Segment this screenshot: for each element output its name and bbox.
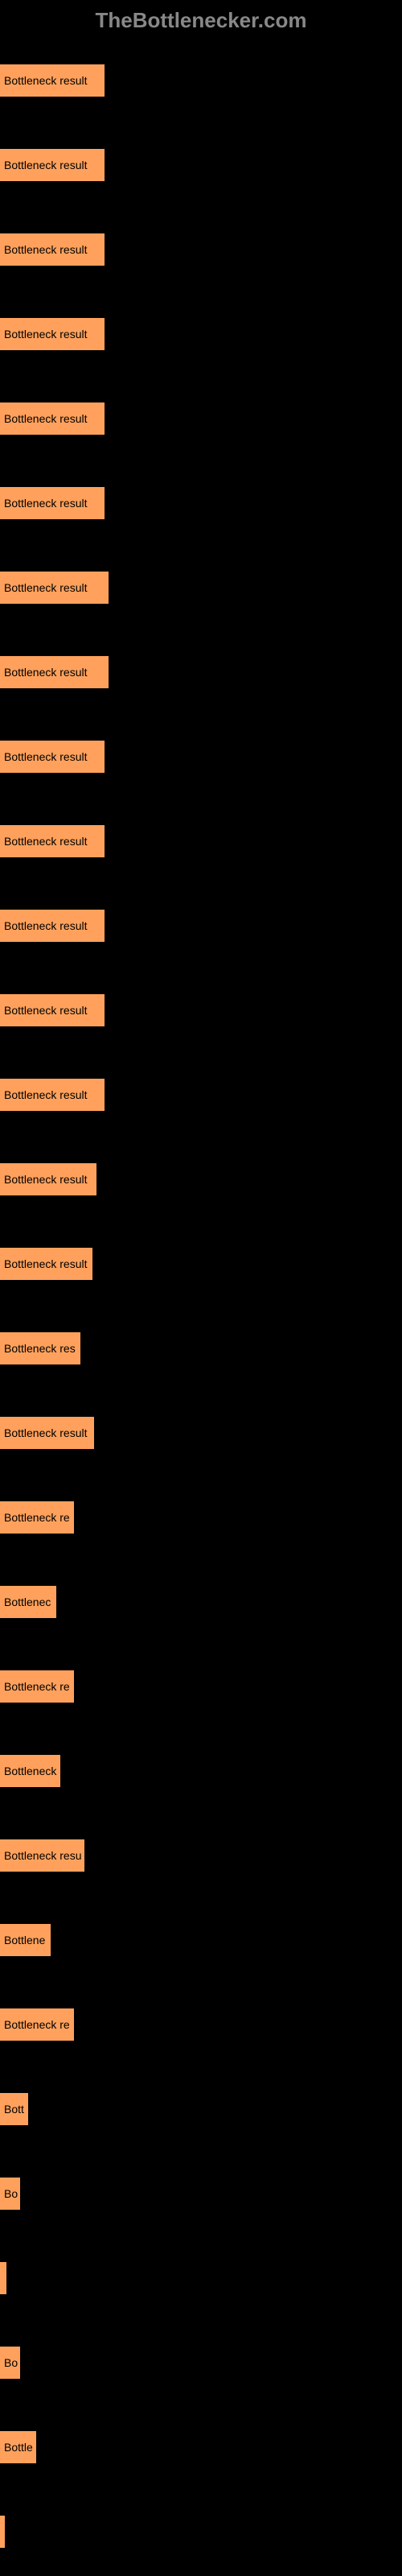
chart-bar: Bottleneck result: [0, 233, 105, 266]
chart-bar: Bottleneck result: [0, 1248, 92, 1280]
chart-bar: Bottleneck res: [0, 1332, 80, 1364]
chart-bar: Bottleneck re: [0, 1501, 74, 1534]
bar-label: Bottle: [4, 2441, 33, 2454]
bar-row: Bottleneck: [0, 1731, 402, 1815]
chart-bar: Bottleneck result: [0, 656, 109, 688]
bar-row: Bott: [0, 2069, 402, 2153]
bar-row: Bottleneck result: [0, 1055, 402, 1139]
bar-label: Bottleneck result: [4, 1257, 88, 1270]
bar-label: Bottleneck result: [4, 74, 88, 87]
chart-bar: Bottleneck result: [0, 825, 105, 857]
bar-row: Bottleneck result: [0, 886, 402, 970]
bar-row: Bottleneck res: [0, 1308, 402, 1393]
chart-bar: Bottleneck result: [0, 910, 105, 942]
bar-row: Bottlenec: [0, 1562, 402, 1646]
chart-bar: Bottleneck result: [0, 1163, 96, 1195]
bar-label: Bottleneck resu: [4, 1849, 82, 1862]
chart-bar: Bottleneck re: [0, 2008, 74, 2041]
chart-bar: Bottleneck re: [0, 1670, 74, 1703]
chart-bar: Bo: [0, 2347, 20, 2379]
chart-bar: Bottleneck result: [0, 741, 105, 773]
bar-row: Bottle: [0, 2407, 402, 2491]
chart-bar: Bottleneck result: [0, 994, 105, 1026]
bar-label: Bottleneck re: [4, 1680, 70, 1693]
chart-bar: Bottleneck resu: [0, 1839, 84, 1872]
chart-bar: Bottleneck result: [0, 572, 109, 604]
chart-bar: Bottleneck result: [0, 402, 105, 435]
bar-row: Bo: [0, 2153, 402, 2238]
bar-row: Bottleneck result: [0, 1139, 402, 1224]
bar-label: Bo: [4, 2187, 18, 2200]
bar-row: Bottleneck result: [0, 209, 402, 294]
chart-bar: Bottleneck result: [0, 1417, 94, 1449]
bar-label: Bottleneck result: [4, 750, 88, 763]
bar-row: Bottleneck result: [0, 463, 402, 547]
bar-row: [0, 2491, 402, 2576]
bar-label: Bottlenec: [4, 1596, 51, 1608]
bar-row: Bottleneck result: [0, 294, 402, 378]
bar-row: Bottleneck result: [0, 378, 402, 463]
bar-label: Bottleneck re: [4, 2018, 70, 2031]
bar-label: Bottleneck result: [4, 581, 88, 594]
chart-bar: Bottle: [0, 2431, 36, 2463]
bar-label: Bottleneck result: [4, 1173, 88, 1186]
chart-bar: Bottleneck result: [0, 64, 105, 97]
chart-bar: Bottleneck result: [0, 487, 105, 519]
bar-label: Bottleneck result: [4, 412, 88, 425]
bar-row: Bottlene: [0, 1900, 402, 1984]
bar-row: [0, 2238, 402, 2322]
bar-label: Bo: [4, 2356, 18, 2369]
bar-row: Bottleneck result: [0, 1393, 402, 1477]
bar-row: Bottleneck re: [0, 1984, 402, 2069]
bar-row: Bottleneck result: [0, 40, 402, 125]
chart-bar: Bottleneck result: [0, 318, 105, 350]
bar-label: Bottleneck result: [4, 919, 88, 932]
bar-label: Bottleneck result: [4, 666, 88, 679]
bar-row: Bottleneck re: [0, 1477, 402, 1562]
bar-label: Bott: [4, 2103, 24, 2116]
bar-label: Bottlene: [4, 1934, 45, 1946]
bar-label: Bottleneck re: [4, 1511, 70, 1524]
chart-bar: Bottleneck result: [0, 1079, 105, 1111]
bar-label: Bottleneck result: [4, 159, 88, 171]
bar-label: Bottleneck result: [4, 835, 88, 848]
bar-row: Bottleneck result: [0, 801, 402, 886]
bar-row: Bottleneck resu: [0, 1815, 402, 1900]
bar-row: Bo: [0, 2322, 402, 2407]
bar-row: Bottleneck result: [0, 125, 402, 209]
bar-label: Bottleneck result: [4, 328, 88, 341]
bar-row: Bottleneck result: [0, 970, 402, 1055]
chart-bar: Bottlene: [0, 1924, 51, 1956]
chart-bar: Bottleneck result: [0, 149, 105, 181]
chart-bar: [0, 2516, 5, 2548]
bar-row: Bottleneck result: [0, 1224, 402, 1308]
chart-bar: [0, 2262, 6, 2294]
chart-bar: Bott: [0, 2093, 28, 2125]
bar-row: Bottleneck result: [0, 716, 402, 801]
bar-row: Bottleneck re: [0, 1646, 402, 1731]
bar-row: Bottleneck result: [0, 632, 402, 716]
bar-label: Bottleneck res: [4, 1342, 76, 1355]
brand-text: TheBottlenecker.com: [96, 8, 307, 33]
bar-label: Bottleneck result: [4, 1426, 88, 1439]
bar-row: Bottleneck result: [0, 547, 402, 632]
bar-label: Bottleneck result: [4, 497, 88, 510]
chart-bar: Bottleneck: [0, 1755, 60, 1787]
bar-label: Bottleneck result: [4, 1088, 88, 1101]
bar-label: Bottleneck: [4, 1765, 56, 1777]
bar-label: Bottleneck result: [4, 243, 88, 256]
chart-bar: Bo: [0, 2178, 20, 2210]
bar-chart: Bottleneck result Bottleneck result Bottle…: [0, 40, 402, 2576]
chart-bar: Bottlenec: [0, 1586, 56, 1618]
bar-label: Bottleneck result: [4, 1004, 88, 1017]
